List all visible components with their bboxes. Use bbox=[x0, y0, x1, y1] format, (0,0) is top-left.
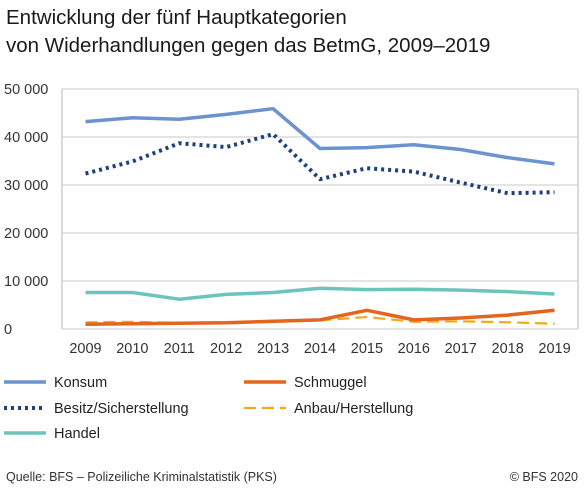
y-tick-label: 40 000 bbox=[4, 130, 48, 146]
series-line-besitz-sicherstellung bbox=[85, 132, 555, 196]
legend-label-konsum: Konsum bbox=[54, 375, 107, 391]
series-line-schmuggel bbox=[85, 308, 555, 326]
legend-label-besitz-sicherstellung: Besitz/Sicherstellung bbox=[54, 401, 189, 417]
legend-label-anbau-herstellung: Anbau/Herstellung bbox=[294, 401, 413, 417]
x-tick-label: 2015 bbox=[351, 341, 383, 357]
series-lines bbox=[85, 106, 555, 326]
chart-title: Entwicklung der fünf Hauptkategorien von… bbox=[6, 4, 582, 60]
x-tick-label: 2013 bbox=[257, 341, 289, 357]
x-tick-label: 2016 bbox=[398, 341, 430, 357]
x-tick-label: 2017 bbox=[445, 341, 477, 357]
y-tick-label: 30 000 bbox=[4, 178, 48, 194]
grid-lines bbox=[62, 88, 578, 330]
x-tick-label: 2014 bbox=[304, 341, 336, 357]
x-tick-label: 2010 bbox=[116, 341, 148, 357]
x-tick-label: 2011 bbox=[164, 341, 195, 357]
legend-label-handel: Handel bbox=[54, 426, 100, 442]
y-tick-label: 10 000 bbox=[4, 274, 48, 290]
line-chart: 0 10 000 20 000 30 000 40 000 50 000 2009 2010… bbox=[4, 82, 579, 442]
y-tick-label: 0 bbox=[4, 322, 12, 338]
copyright-note: © BFS 2020 bbox=[509, 470, 578, 484]
legend: Konsum Besitz/Sicherstellung Handel Schmugg… bbox=[4, 375, 413, 442]
y-axis: 0 10 000 20 000 30 000 40 000 50 000 bbox=[4, 82, 48, 338]
source-note: Quelle: BFS – Polizeiliche Kriminalstati… bbox=[6, 470, 277, 484]
legend-label-schmuggel: Schmuggel bbox=[294, 375, 367, 391]
y-tick-label: 20 000 bbox=[4, 226, 48, 242]
chart-title-line-2: von Widerhandlungen gegen das BetmG, 200… bbox=[6, 34, 491, 57]
chart-title-line-1: Entwicklung der fünf Hauptkategorien bbox=[6, 6, 347, 29]
y-tick-label: 50 000 bbox=[4, 82, 48, 98]
x-tick-label: 2019 bbox=[538, 341, 570, 357]
x-tick-label: 2012 bbox=[210, 341, 242, 357]
x-tick-label: 2009 bbox=[69, 341, 101, 357]
series-line-handel bbox=[85, 286, 555, 301]
x-tick-label: 2018 bbox=[492, 341, 524, 357]
x-axis: 2009 2010 2011 2012 2013 2014 2015 2016 2017 2018… bbox=[69, 341, 570, 357]
series-line-konsum bbox=[85, 106, 555, 166]
